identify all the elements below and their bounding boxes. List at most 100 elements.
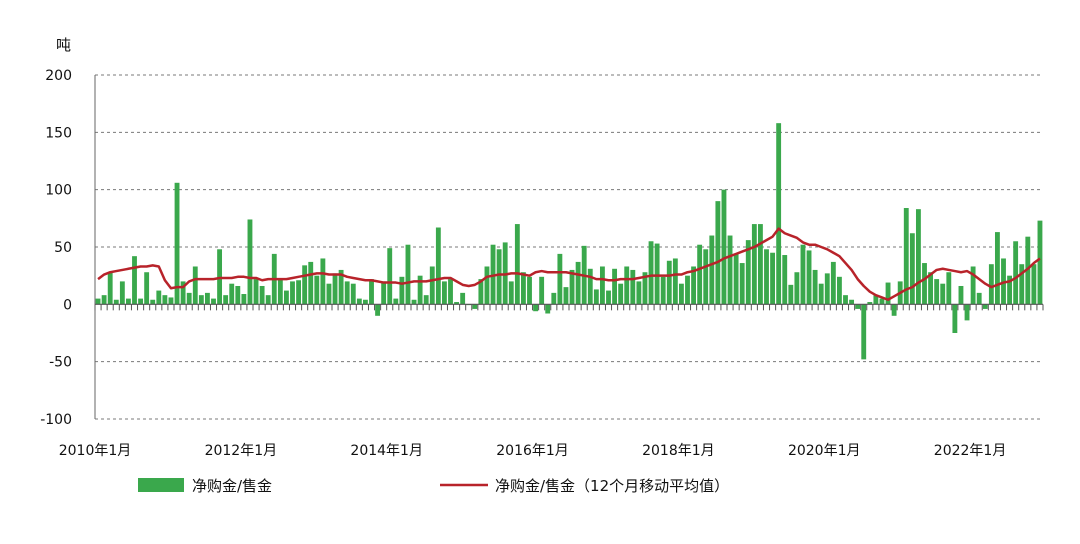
bar <box>186 292 192 305</box>
bar <box>976 292 982 305</box>
bar <box>545 304 551 314</box>
bar <box>326 283 332 305</box>
bar <box>520 272 526 305</box>
bar <box>253 279 259 305</box>
y-axis-labels: 200 150 100 50 0 -50 -100 <box>40 68 72 428</box>
y-tick-label: 150 <box>45 125 72 141</box>
y-tick-label: -100 <box>40 412 72 428</box>
y-tick-label: 0 <box>63 297 72 313</box>
x-tick-label: 2012年1月 <box>205 443 278 459</box>
bar <box>1019 264 1025 305</box>
bar <box>988 264 994 305</box>
bar <box>375 304 381 316</box>
bar <box>551 292 557 305</box>
bar <box>770 252 776 305</box>
x-tick-label: 2016年1月 <box>496 443 569 459</box>
bar <box>836 276 842 305</box>
bar <box>691 266 697 305</box>
bar <box>563 287 569 305</box>
bar <box>569 269 575 305</box>
bar <box>150 299 156 305</box>
bar <box>909 233 915 305</box>
x-tick-label: 2022年1月 <box>934 443 1007 459</box>
bar <box>776 123 782 305</box>
bar <box>259 285 265 305</box>
x-tick-label: 2020年1月 <box>788 443 861 459</box>
bar <box>235 285 241 305</box>
bar <box>478 279 484 305</box>
bar <box>484 266 490 305</box>
bar <box>843 295 848 305</box>
bar <box>934 279 940 305</box>
bar <box>211 298 216 305</box>
bar <box>332 273 338 305</box>
bar <box>283 290 289 305</box>
bar <box>156 290 162 305</box>
bar <box>575 261 581 305</box>
bar <box>514 224 520 305</box>
bar <box>314 275 320 305</box>
bar <box>241 294 247 305</box>
x-tick-label: 2010年1月 <box>59 443 132 459</box>
bar <box>982 304 988 309</box>
bar <box>824 273 830 305</box>
bar <box>95 298 101 305</box>
bar <box>751 224 757 305</box>
bar <box>138 298 144 305</box>
legend-label-bars: 净购金/售金 <box>192 477 272 495</box>
bar <box>247 219 253 305</box>
bar <box>1037 220 1043 305</box>
bar <box>970 266 976 305</box>
bar <box>369 279 374 305</box>
y-tick-label: 50 <box>54 240 72 256</box>
bar <box>405 244 411 305</box>
bar <box>344 281 350 305</box>
bar <box>411 299 417 305</box>
y-tick-label: 100 <box>45 183 72 199</box>
bar <box>666 260 672 305</box>
bar <box>599 266 605 305</box>
bar <box>660 276 666 305</box>
bar <box>812 269 818 305</box>
bar <box>922 263 927 305</box>
bar-series <box>95 123 1043 360</box>
bar <box>441 281 447 305</box>
bar <box>417 275 423 305</box>
bar <box>806 250 812 305</box>
bar <box>606 290 611 305</box>
bar <box>861 304 867 360</box>
bar <box>192 266 198 305</box>
bar <box>672 258 678 305</box>
bar <box>132 256 137 305</box>
grid <box>94 74 1043 420</box>
bar <box>685 275 690 305</box>
bar <box>849 299 855 305</box>
bar <box>381 281 387 305</box>
moving-average-series <box>97 227 1041 301</box>
bar <box>448 279 453 305</box>
bar <box>636 281 642 305</box>
bar <box>204 292 210 305</box>
bar <box>460 292 466 305</box>
bar <box>168 297 174 305</box>
bar <box>885 282 891 305</box>
bar <box>423 295 429 305</box>
bar <box>508 281 514 305</box>
bar <box>198 295 204 305</box>
bar <box>964 304 970 321</box>
bar <box>648 241 654 305</box>
bar <box>940 283 946 305</box>
y-tick-label: 200 <box>45 68 72 84</box>
bar <box>642 272 648 305</box>
bar <box>180 281 186 305</box>
bar <box>1031 264 1037 305</box>
bar <box>873 295 879 305</box>
bar <box>429 266 435 305</box>
bar <box>119 281 125 305</box>
x-tick-label: 2018年1月 <box>642 443 715 459</box>
bar <box>800 244 806 305</box>
bar <box>174 182 180 305</box>
bar <box>125 298 131 305</box>
bar <box>618 283 624 305</box>
bar <box>302 265 308 305</box>
